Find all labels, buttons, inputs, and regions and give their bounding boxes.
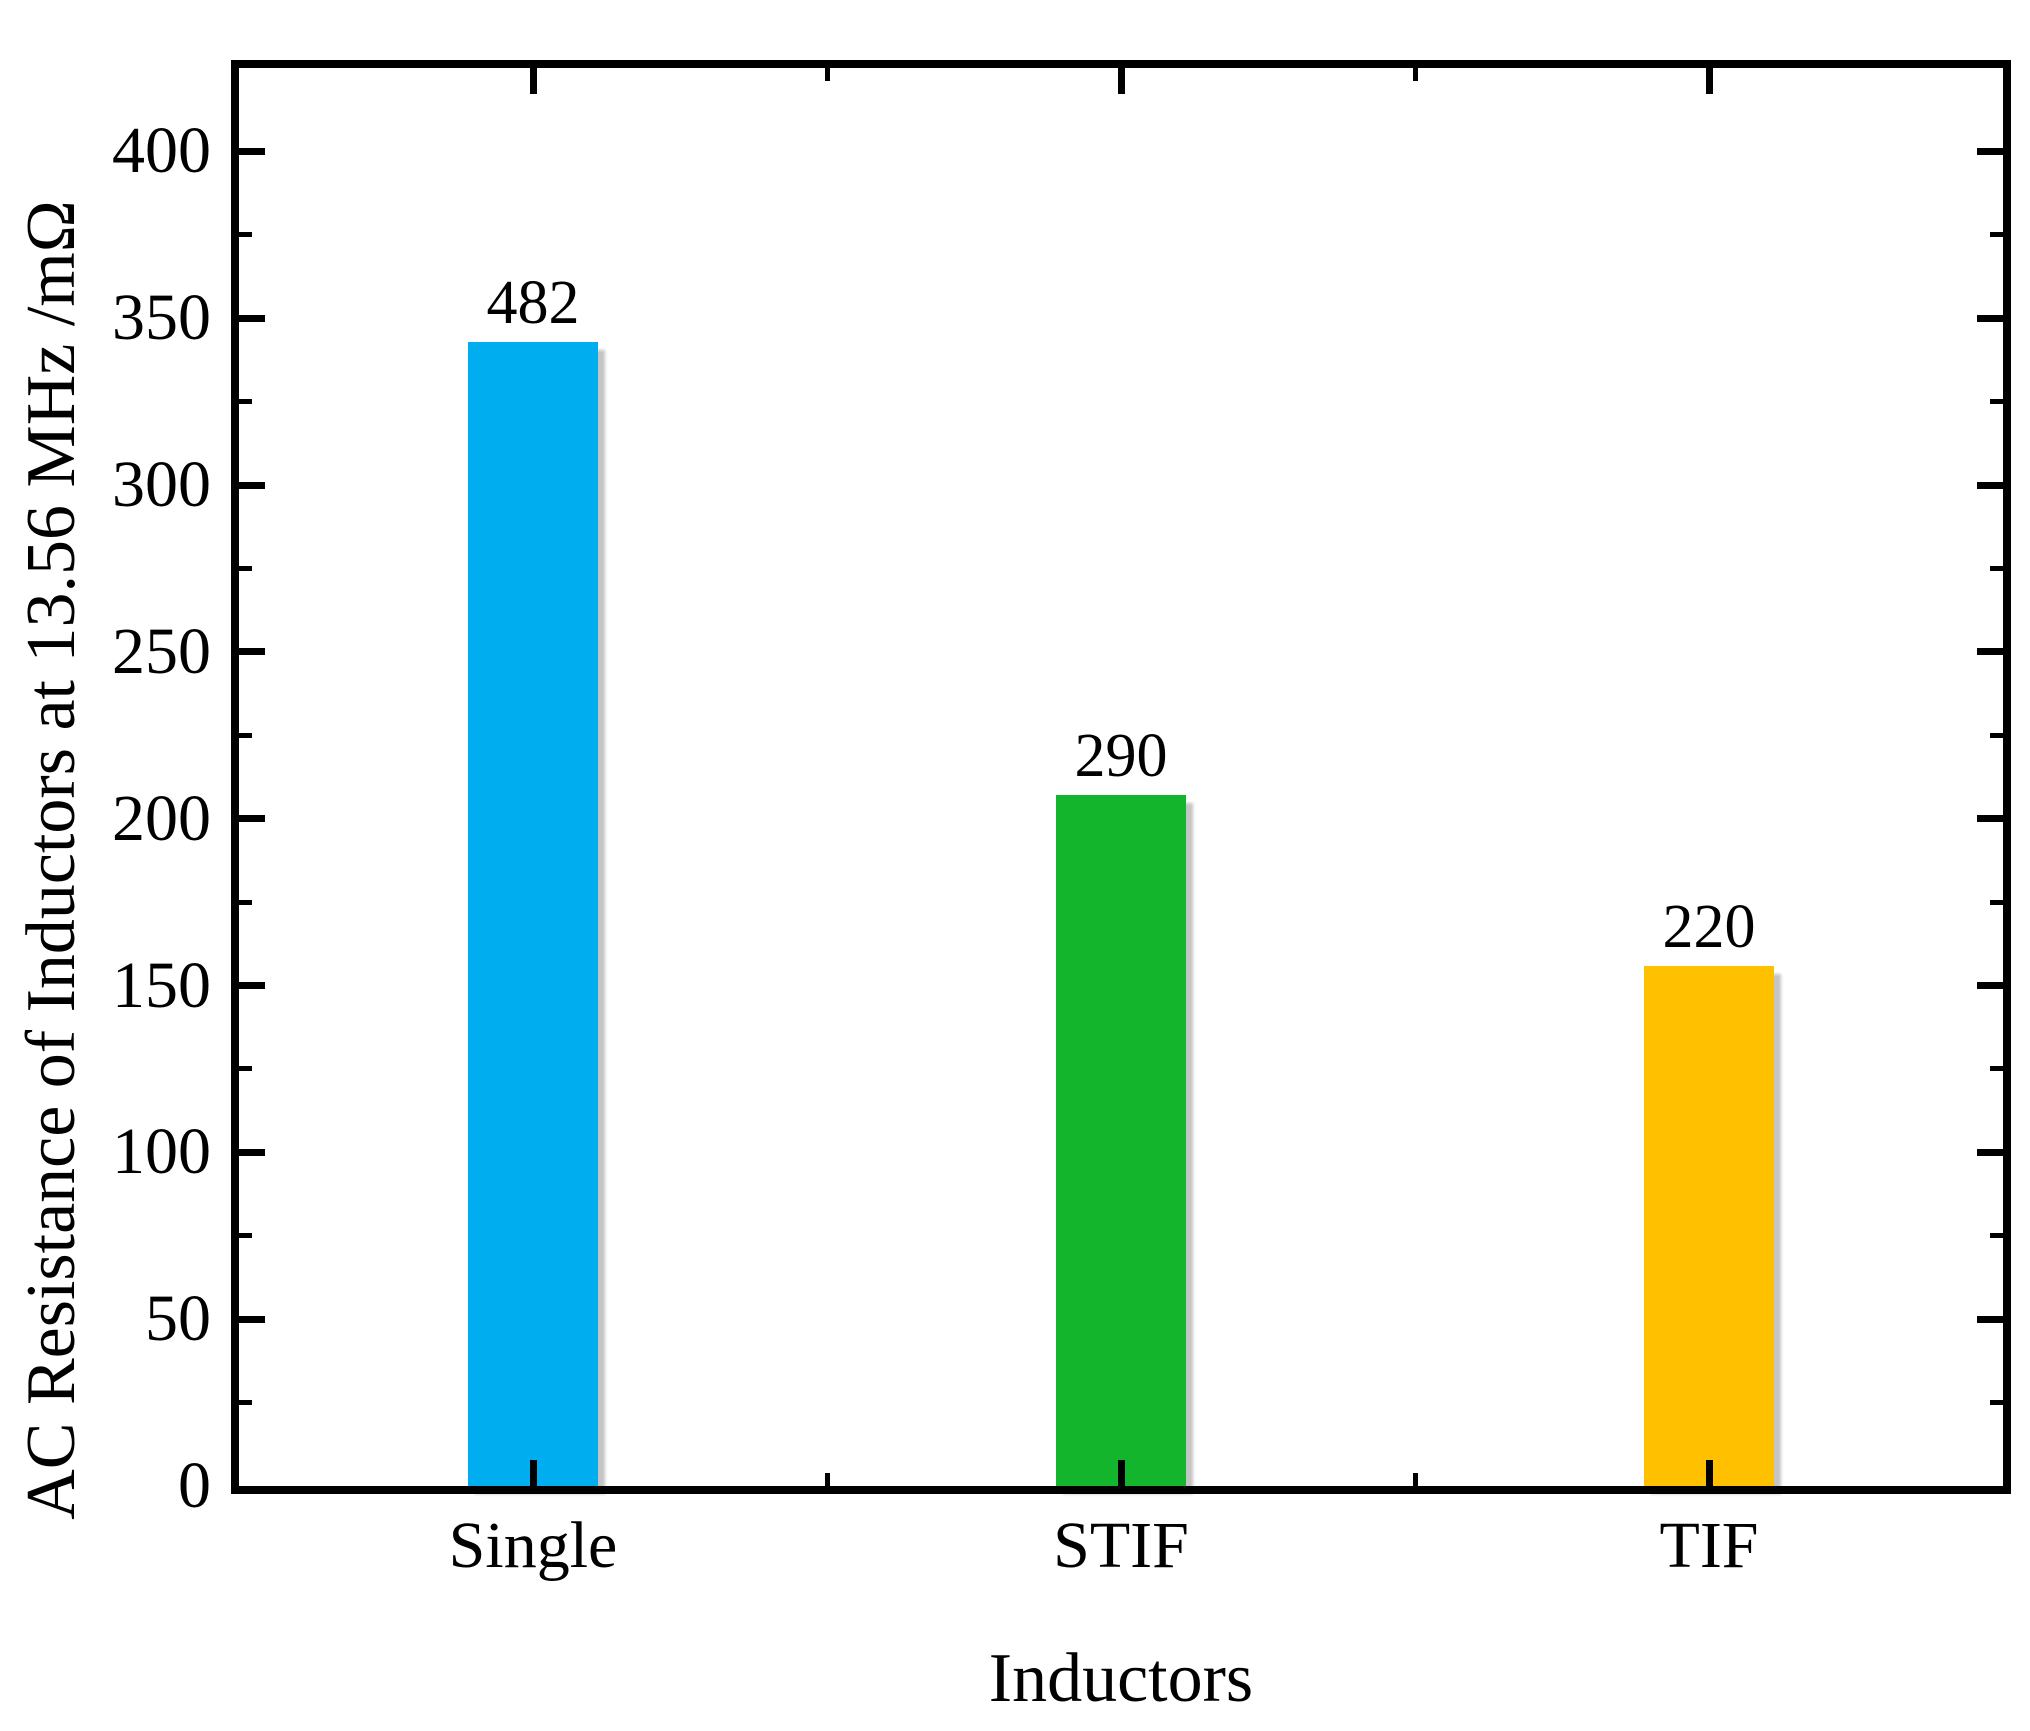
y-major-tick-left [239, 147, 265, 155]
bar-single [468, 341, 598, 1486]
y-major-tick-right [1977, 314, 2003, 322]
x-tick-label-single: Single [448, 1509, 618, 1582]
y-tick-label: 250 [112, 614, 211, 688]
x-major-tick-top [1117, 68, 1125, 94]
bar-value-label: 290 [1074, 722, 1168, 791]
y-major-tick-left [239, 648, 265, 656]
y-tick-label: 300 [112, 448, 211, 522]
y-major-tick-left [239, 815, 265, 823]
y-minor-tick-right [1990, 732, 2003, 738]
x-tick-label-stif: STIF [1053, 1509, 1189, 1582]
y-minor-tick-right [1990, 399, 2003, 405]
y-tick-label: 150 [112, 948, 211, 1022]
y-major-tick-left [239, 982, 265, 990]
x-major-tick-top [529, 68, 537, 94]
y-tick-label: 350 [112, 281, 211, 355]
y-major-tick-right [1977, 1315, 2003, 1323]
y-major-tick-right [1977, 1148, 2003, 1156]
x-minor-tick-bottom [824, 1473, 830, 1486]
y-minor-tick-right [1990, 1400, 2003, 1406]
y-major-tick-right [1977, 982, 2003, 990]
bar-value-label: 482 [486, 268, 580, 337]
y-major-tick-left [239, 314, 265, 322]
y-minor-tick-right [1990, 899, 2003, 905]
y-tick-label: 0 [178, 1449, 211, 1522]
y-minor-tick-right [1990, 565, 2003, 571]
y-major-tick-left [239, 481, 265, 489]
x-tick-label-tif: TIF [1659, 1509, 1759, 1582]
bar-value-label: 220 [1662, 892, 1756, 961]
y-minor-tick-right [1990, 232, 2003, 238]
y-major-tick-right [1977, 815, 2003, 823]
y-minor-tick-right [1990, 1233, 2003, 1239]
y-major-tick-left [239, 1315, 265, 1323]
y-minor-tick-left [239, 899, 252, 905]
x-major-tick-bottom [529, 1460, 537, 1486]
y-tick-label: 100 [112, 1115, 211, 1189]
y-minor-tick-left [239, 565, 252, 571]
y-minor-tick-left [239, 732, 252, 738]
x-major-tick-bottom [1117, 1460, 1125, 1486]
x-minor-tick-bottom [1412, 1473, 1418, 1486]
x-minor-tick-top [1412, 68, 1418, 81]
y-minor-tick-right [1990, 1066, 2003, 1072]
plot-area: 482 290 220 [231, 60, 2011, 1494]
y-major-tick-right [1977, 648, 2003, 656]
y-tick-label: 200 [112, 781, 211, 855]
x-major-tick-bottom [1705, 1460, 1713, 1486]
y-minor-tick-left [239, 1233, 252, 1239]
y-minor-tick-left [239, 1400, 252, 1406]
y-minor-tick-left [239, 232, 252, 238]
y-major-tick-left [239, 1148, 265, 1156]
y-major-tick-right [1977, 481, 2003, 489]
x-axis-title: Inductors [988, 1640, 1254, 1717]
y-minor-tick-left [239, 399, 252, 405]
y-tick-label: 50 [145, 1282, 211, 1356]
y-minor-tick-left [239, 1066, 252, 1072]
y-tick-label: 400 [112, 114, 211, 188]
x-major-tick-top [1705, 68, 1713, 94]
x-minor-tick-top [824, 68, 830, 81]
bar-stif [1056, 795, 1186, 1486]
bar-tif [1644, 965, 1774, 1486]
y-major-tick-right [1977, 147, 2003, 155]
